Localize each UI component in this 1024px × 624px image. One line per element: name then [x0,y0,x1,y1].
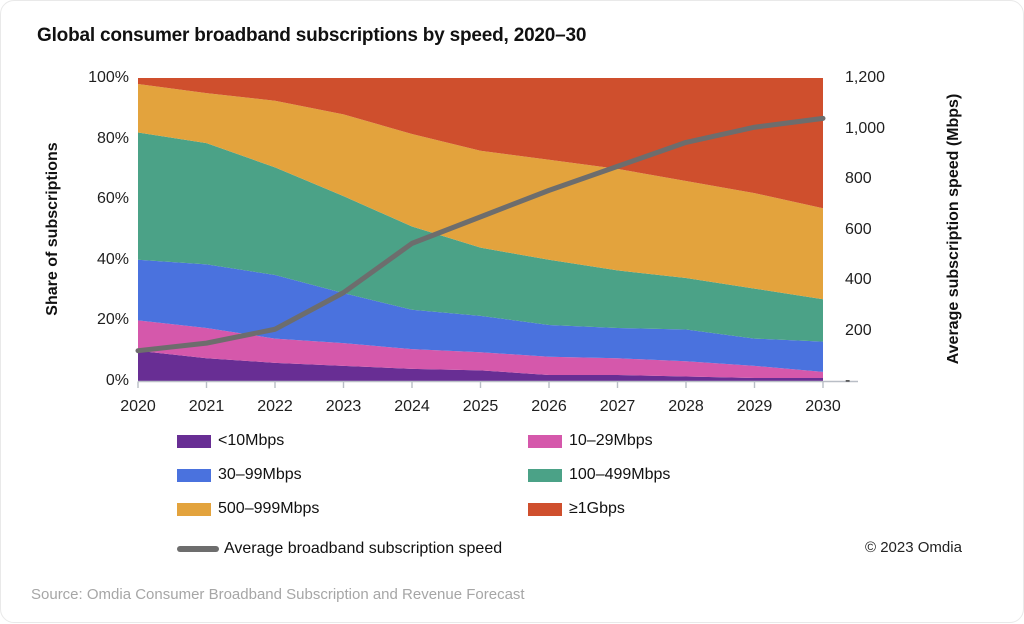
x-tick-label: 2024 [394,398,430,415]
x-tick-label: 2028 [668,398,704,415]
y-right-tick-label: 1,200 [845,69,886,86]
y-right-tick-label: 1,000 [845,119,886,137]
y-right-tick-label: 200 [845,321,872,339]
x-tick-label: 2020 [120,398,156,415]
legend-item-500-999mbps: 500–999Mbps [177,500,320,517]
legend-line-swatch [177,546,219,552]
legend-item-1gbps: ≥1Gbps [528,500,625,517]
area-series-4 [138,84,823,300]
legend-label: 100–499Mbps [569,466,671,483]
x-tick-label: 2027 [599,398,636,415]
legend-swatch-100-499mbps [528,468,562,482]
copyright: © 2023 Omdia [865,539,962,556]
legend-swatch-30-99mbps [177,468,211,482]
y-right-tick-label: 400 [845,271,872,288]
legend-item-average-speed-line: Average broadband subscription speed [177,540,503,557]
legend-item-10-29mbps: 10–29Mbps [528,432,653,449]
y-left-tick-label: 0% [105,372,129,389]
legend-swatch-lt10mbps [177,434,211,448]
legend-label: ≥1Gbps [569,500,625,517]
x-tick-label: 2025 [462,398,499,415]
y-left-tick-label: 20% [96,311,129,329]
legend-item-100-499mbps: 100–499Mbps [528,466,671,483]
x-tick-label: 2029 [736,398,773,415]
legend-label: 10–29Mbps [569,432,653,449]
legend-label: <10Mbps [218,432,285,449]
y-left-tick-label: 40% [96,250,129,268]
x-tick-label: 2022 [257,398,293,415]
area-series-0 [138,350,823,381]
legend-swatch-500-999mbps [177,502,211,516]
y-right-tick-label: 800 [845,170,872,187]
average-speed-line [135,115,826,354]
y-right-tick-label: - [845,372,851,389]
y-left-tick-label: 100% [88,69,129,86]
x-tick-label: 2021 [188,398,225,415]
area-series-1 [138,320,823,378]
y-left-tick-label: 80% [96,129,129,147]
chart-title: Global consumer broadband subscriptions … [37,25,587,46]
legend-label: Average broadband subscription speed [224,540,503,557]
x-tick-label: 2026 [531,398,567,415]
legend-label: 30–99Mbps [218,466,302,483]
legend-label: 500–999Mbps [218,500,320,517]
area-series-2 [138,259,823,372]
y-left-tick-label: 60% [96,190,129,208]
x-tick-label: 2030 [805,398,841,415]
source-note: Source: Omdia Consumer Broadband Subscri… [31,586,525,603]
legend-item-30-99mbps: 30–99Mbps [177,466,302,483]
legend-item-lt10mbps: <10Mbps [177,432,285,449]
legend-swatch-1gbps [528,502,562,516]
area-series-5 [138,78,823,209]
x-tick-label: 2023 [325,398,362,415]
y-right-tick-label: 600 [845,220,872,238]
legend-swatch-10-29mbps [528,434,562,448]
area-series-3 [138,132,823,342]
